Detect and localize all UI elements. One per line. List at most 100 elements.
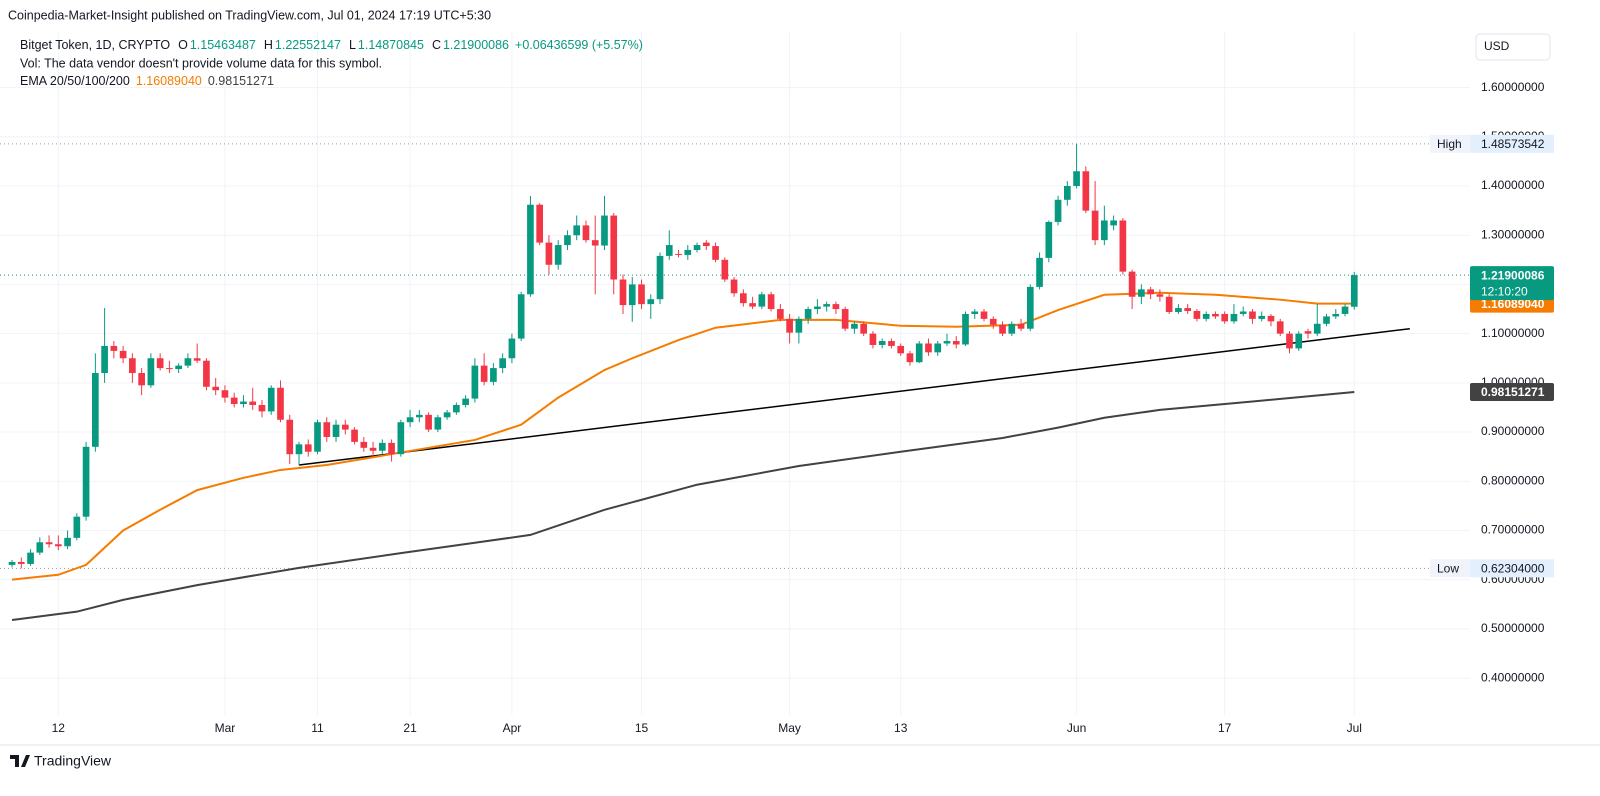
candle-body xyxy=(1110,220,1117,226)
candle-body xyxy=(221,390,229,398)
x-tick-label: 11 xyxy=(311,721,324,735)
candle-body xyxy=(295,444,303,455)
candle-body xyxy=(1304,331,1312,334)
candle-body xyxy=(767,294,775,310)
level-tag-box xyxy=(1430,559,1470,578)
candle-body xyxy=(925,343,932,353)
candle-body xyxy=(323,422,331,437)
candle-body xyxy=(999,324,1006,334)
candle-body xyxy=(462,398,469,405)
candle-body xyxy=(517,294,525,339)
candle-body xyxy=(277,387,284,420)
candle-body xyxy=(175,365,182,370)
ohlc-key: H xyxy=(264,38,273,52)
ohlc-value: 1.22552147 xyxy=(275,38,341,52)
candle-body xyxy=(897,345,905,354)
y-tick-label: 0.90000000 xyxy=(1481,424,1545,438)
candle-body xyxy=(888,341,895,346)
x-tick-label: Apr xyxy=(503,721,522,735)
candle-body xyxy=(823,304,830,307)
candle-body xyxy=(119,350,127,359)
candle-body xyxy=(406,417,414,423)
ema-line xyxy=(11,390,1355,622)
candle-body xyxy=(388,442,395,455)
candle-body xyxy=(490,368,497,382)
ema-value: 0.98151271 xyxy=(208,74,274,88)
volume-note: Vol: The data vendor doesn't provide vol… xyxy=(20,56,382,70)
price-tag-label: 1.16089040 xyxy=(1481,297,1545,311)
candle-body xyxy=(860,323,868,334)
x-tick-label: 17 xyxy=(1218,721,1232,735)
candle-body xyxy=(101,345,108,374)
candle-body xyxy=(480,365,488,382)
ohlc-value: 1.14870845 xyxy=(358,38,424,52)
candle-body xyxy=(730,279,738,294)
x-tick-label: Mar xyxy=(215,721,236,735)
candle-body xyxy=(545,242,553,265)
candle-body xyxy=(527,204,534,295)
brand-logo xyxy=(10,755,30,767)
candle-body xyxy=(1128,271,1136,297)
candle-body xyxy=(267,387,275,412)
brand-icon xyxy=(10,755,30,767)
candle-body xyxy=(952,341,960,345)
candle-body xyxy=(610,215,618,280)
candle-body xyxy=(1295,333,1303,349)
level-tag-box xyxy=(1430,134,1470,153)
candle-body xyxy=(1147,289,1154,295)
candle-body xyxy=(8,561,16,565)
x-tick-label: 21 xyxy=(403,721,417,735)
currency-button[interactable] xyxy=(1475,33,1551,61)
candle-body xyxy=(989,318,997,325)
candle-body xyxy=(332,424,340,437)
x-tick-label: Jul xyxy=(1347,721,1362,735)
candle-body xyxy=(786,318,793,333)
y-tick-label: 0.70000000 xyxy=(1481,523,1545,537)
y-tick-label: 0.50000000 xyxy=(1481,621,1545,635)
currency-label[interactable]: USD xyxy=(1484,39,1510,53)
candle-body xyxy=(1036,257,1043,287)
candle-body xyxy=(777,309,784,319)
trendline xyxy=(298,327,1410,466)
candle-body xyxy=(240,401,247,405)
ohlc-key: L xyxy=(349,38,356,52)
candle-body xyxy=(351,429,358,442)
candle-body xyxy=(1101,220,1108,241)
candle-body xyxy=(702,242,710,247)
y-tick-label: 1.60000000 xyxy=(1481,80,1545,94)
candle-body xyxy=(425,414,432,430)
candle-body xyxy=(1350,275,1358,307)
level-tag-value: 0.62304000 xyxy=(1481,562,1545,576)
level-tag xyxy=(1470,559,1554,578)
candle-body xyxy=(82,446,90,517)
candle-body xyxy=(1239,311,1247,314)
candle-body xyxy=(73,516,81,538)
candle-body xyxy=(943,341,951,344)
candle-body xyxy=(110,345,118,351)
y-tick-label: 1.10000000 xyxy=(1481,326,1545,340)
candle-body xyxy=(156,358,164,369)
candle-body xyxy=(1249,311,1256,319)
candle-body xyxy=(1267,315,1275,322)
y-tick-label: 1.30000000 xyxy=(1481,227,1545,241)
candle-body xyxy=(1341,306,1349,314)
candle-body xyxy=(1221,313,1229,322)
candle-body xyxy=(906,353,914,363)
price-axis: 0.400000000.500000000.600000000.70000000… xyxy=(52,80,1554,735)
candle-body xyxy=(314,422,321,452)
candle-body xyxy=(471,365,479,399)
candle-body xyxy=(1138,289,1145,297)
candle-body xyxy=(591,240,599,246)
candle-body xyxy=(1008,323,1016,334)
candle-body xyxy=(554,245,562,265)
candle-body xyxy=(249,401,257,405)
candle-body xyxy=(36,542,44,553)
symbol-legend: Bitget Token, 1D, CRYPTO O 1.15463487 H 1.22… xyxy=(20,38,643,52)
candle-body xyxy=(869,333,877,345)
candle-body xyxy=(1258,315,1266,319)
candle-body xyxy=(369,447,377,451)
candle-body xyxy=(378,442,386,451)
candle-body xyxy=(286,419,294,455)
candle-body xyxy=(684,249,692,255)
candle-body xyxy=(360,441,368,448)
